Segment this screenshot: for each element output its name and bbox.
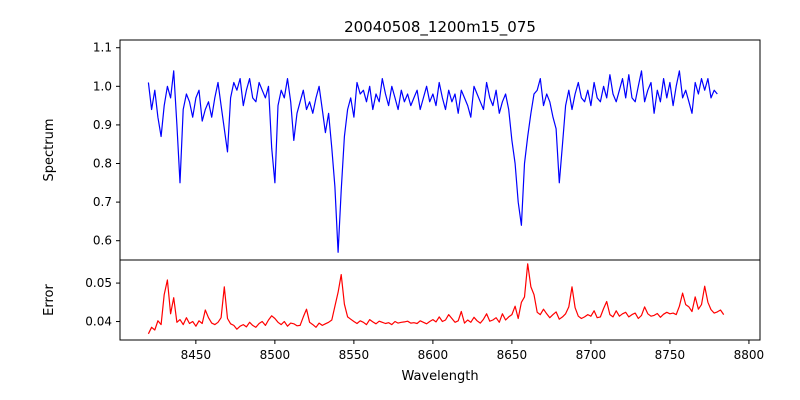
x-axis-label: Wavelength [401,369,478,384]
spectrum-ytick-label: 1.0 [93,79,112,93]
spectrum-ytick-label: 0.7 [93,195,112,209]
x-tick-label: 8800 [734,348,765,362]
x-tick-label: 8550 [339,348,370,362]
x-tick-label: 8750 [655,348,686,362]
spectrum-ytick-label: 0.8 [93,157,112,171]
x-tick-label: 8650 [497,348,528,362]
x-axis-ticks: 8450 8500 8550 8600 8650 8700 8750 8800 [181,340,765,362]
error-line [147,263,725,335]
spectrum-ytick-label: 1.1 [93,41,112,55]
error-yticks: 0.04 0.05 [85,276,120,329]
spectrum-axes-frame [119,39,761,261]
x-tick-label: 8700 [576,348,607,362]
chart-title: 20040508_1200m15_075 [344,18,536,37]
spectrum-panel: Spectrum 0.6 0.7 0.8 0.9 1.0 1.1 [42,39,761,261]
spectrum-yticks: 0.6 0.7 0.8 0.9 1.0 1.1 [93,41,120,248]
spectrum-ytick-label: 0.9 [93,118,112,132]
error-ylabel: Error [42,284,57,316]
error-axes-frame [119,259,761,341]
spectrum-line [147,70,718,253]
error-panel: Error 0.04 0.05 [42,259,761,341]
x-tick-label: 8500 [260,348,291,362]
x-tick-label: 8450 [181,348,212,362]
error-ytick-label: 0.05 [85,276,112,290]
x-tick-label: 8600 [418,348,449,362]
spectrum-ylabel: Spectrum [42,119,57,182]
spectrum-ytick-label: 0.6 [93,234,112,248]
error-ytick-label: 0.04 [85,315,112,329]
